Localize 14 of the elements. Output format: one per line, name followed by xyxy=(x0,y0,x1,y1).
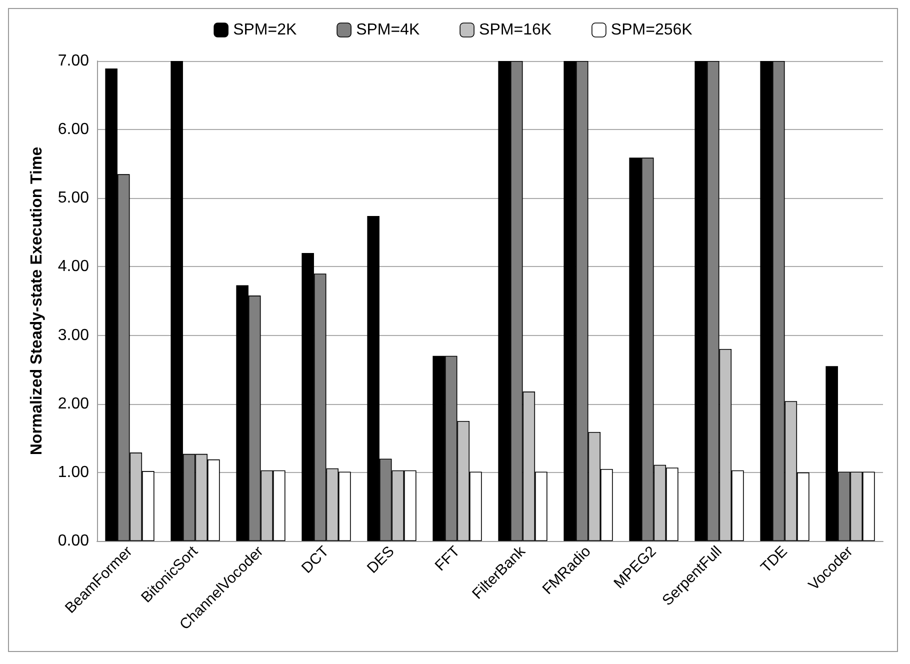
y-tick-label: 2.00 xyxy=(58,395,90,412)
y-tick-label: 5.00 xyxy=(58,190,90,207)
legend-label: SPM=256K xyxy=(610,22,693,38)
x-tick-label: TDE xyxy=(758,542,791,576)
y-axis-title: Normalized Steady-state Execution Time xyxy=(28,146,46,456)
y-tick-label: 3.00 xyxy=(58,326,90,344)
legend-label: SPM=16K xyxy=(479,22,552,38)
legend-label: SPM=2K xyxy=(233,22,297,38)
y-tick-label: 0.00 xyxy=(58,532,90,550)
y-tick-label: 1.00 xyxy=(58,464,90,481)
y-tick-label: 6.00 xyxy=(58,121,90,138)
y-tick-label: 7.00 xyxy=(58,52,90,70)
legend-label: SPM=4K xyxy=(356,22,420,38)
y-tick-label: 4.00 xyxy=(58,258,90,276)
